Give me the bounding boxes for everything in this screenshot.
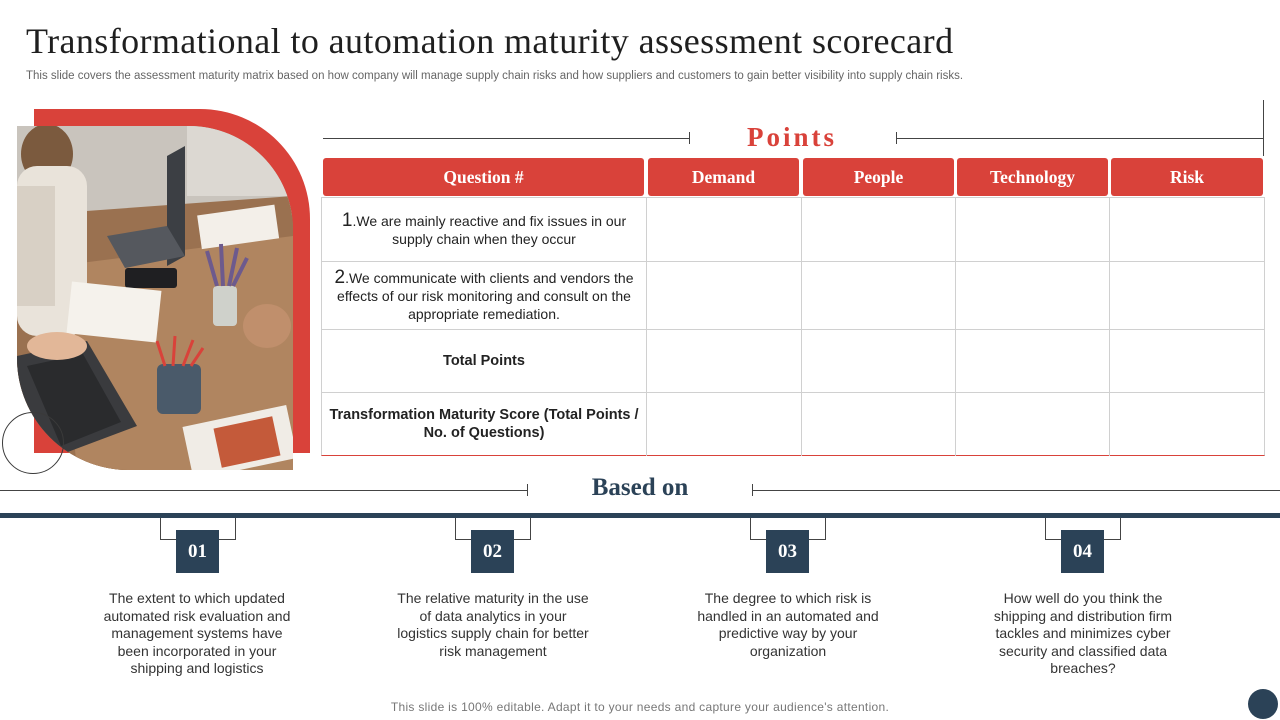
col-divider: [801, 197, 802, 456]
col-header-people: People: [803, 158, 954, 196]
maturity-score-cell: Transformation Maturity Score (Total Poi…: [329, 407, 639, 441]
item-number-04: 04: [1061, 530, 1104, 573]
col-divider: [1109, 197, 1110, 456]
total-points-cell: Total Points: [443, 353, 525, 369]
item-description-01: The extent to which updated automated ri…: [103, 590, 291, 677]
item-number-03: 03: [766, 530, 809, 573]
points-heading: Points: [746, 122, 837, 152]
question-cell-2: 2.We communicate with clients and vendor…: [321, 262, 647, 329]
row-divider: [321, 261, 1265, 262]
decorative-ring: [2, 412, 64, 474]
col-header-risk: Risk: [1111, 158, 1263, 196]
col-divider: [646, 197, 647, 456]
col-header-demand: Demand: [648, 158, 799, 196]
footer-note: This slide is 100% editable. Adapt it to…: [390, 700, 890, 714]
row-divider: [321, 329, 1265, 330]
item-number-02: 02: [471, 530, 514, 573]
points-divider-left: [323, 138, 690, 139]
question-number: 1: [341, 209, 353, 231]
corner-dot: [1248, 689, 1278, 719]
based-on-bar: [0, 513, 1280, 518]
based-on-heading: Based on: [591, 474, 689, 501]
item-description-02: The relative maturity in the use of data…: [397, 590, 589, 659]
question-cell-1: 1.We are mainly reactive and fix issues …: [321, 198, 647, 261]
question-number: 2: [334, 266, 346, 288]
item-description-04: How well do you think the shipping and d…: [993, 590, 1173, 677]
item-number-01: 01: [176, 530, 219, 573]
col-header-question: Question #: [323, 158, 644, 196]
page-title: Transformational to automation maturity …: [26, 21, 954, 61]
photo-illustration: [17, 126, 293, 470]
points-end-tick: [1263, 100, 1264, 156]
based-divider-left: [0, 490, 528, 491]
page-subtitle: This slide covers the assessment maturit…: [26, 70, 964, 82]
item-description-03: The degree to which risk is handled in a…: [697, 590, 879, 659]
based-divider-right: [752, 490, 1280, 491]
col-divider: [955, 197, 956, 456]
score-table: [321, 197, 1265, 456]
team-meeting-photo: [17, 126, 293, 470]
question-text: .We communicate with clients and vendors…: [337, 269, 634, 322]
question-text: .We are mainly reactive and fix issues i…: [352, 212, 627, 247]
row-divider: [321, 392, 1265, 393]
col-header-technology: Technology: [957, 158, 1108, 196]
points-divider-right: [896, 138, 1264, 139]
points-tick-left: [689, 132, 690, 144]
based-tick-left: [527, 484, 528, 496]
